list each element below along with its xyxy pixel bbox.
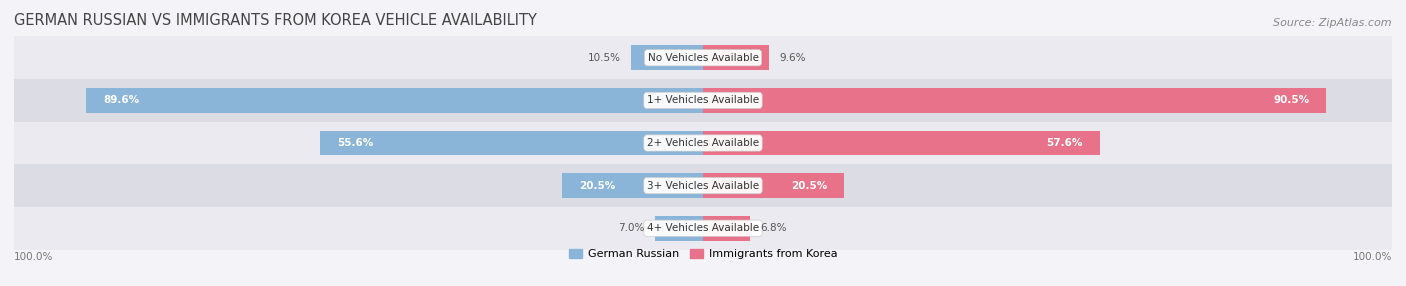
Legend: German Russian, Immigrants from Korea: German Russian, Immigrants from Korea bbox=[564, 244, 842, 263]
Text: 55.6%: 55.6% bbox=[337, 138, 374, 148]
Bar bbox=[703, 88, 1326, 113]
Bar bbox=[14, 79, 1392, 122]
Bar bbox=[14, 122, 1392, 164]
Text: 100.0%: 100.0% bbox=[14, 252, 53, 262]
Text: No Vehicles Available: No Vehicles Available bbox=[648, 53, 758, 63]
Text: 89.6%: 89.6% bbox=[103, 95, 139, 105]
Bar bbox=[703, 173, 844, 198]
Text: GERMAN RUSSIAN VS IMMIGRANTS FROM KOREA VEHICLE AVAILABILITY: GERMAN RUSSIAN VS IMMIGRANTS FROM KOREA … bbox=[14, 13, 537, 28]
Bar bbox=[321, 131, 703, 155]
Bar bbox=[631, 45, 703, 70]
Text: 90.5%: 90.5% bbox=[1274, 95, 1309, 105]
Text: 100.0%: 100.0% bbox=[1353, 252, 1392, 262]
Bar bbox=[86, 88, 703, 113]
Text: Source: ZipAtlas.com: Source: ZipAtlas.com bbox=[1274, 18, 1392, 28]
Bar bbox=[703, 216, 749, 241]
Bar bbox=[14, 36, 1392, 79]
Bar bbox=[562, 173, 703, 198]
Text: 10.5%: 10.5% bbox=[588, 53, 620, 63]
Bar bbox=[703, 45, 769, 70]
Text: 3+ Vehicles Available: 3+ Vehicles Available bbox=[647, 181, 759, 191]
Text: 6.8%: 6.8% bbox=[761, 223, 787, 233]
Text: 7.0%: 7.0% bbox=[619, 223, 644, 233]
Text: 20.5%: 20.5% bbox=[790, 181, 827, 191]
Text: 1+ Vehicles Available: 1+ Vehicles Available bbox=[647, 95, 759, 105]
Bar bbox=[655, 216, 703, 241]
Text: 57.6%: 57.6% bbox=[1046, 138, 1083, 148]
Bar bbox=[14, 164, 1392, 207]
Text: 2+ Vehicles Available: 2+ Vehicles Available bbox=[647, 138, 759, 148]
Text: 4+ Vehicles Available: 4+ Vehicles Available bbox=[647, 223, 759, 233]
Bar bbox=[703, 131, 1099, 155]
Bar bbox=[14, 207, 1392, 250]
Text: 9.6%: 9.6% bbox=[779, 53, 806, 63]
Text: 20.5%: 20.5% bbox=[579, 181, 616, 191]
